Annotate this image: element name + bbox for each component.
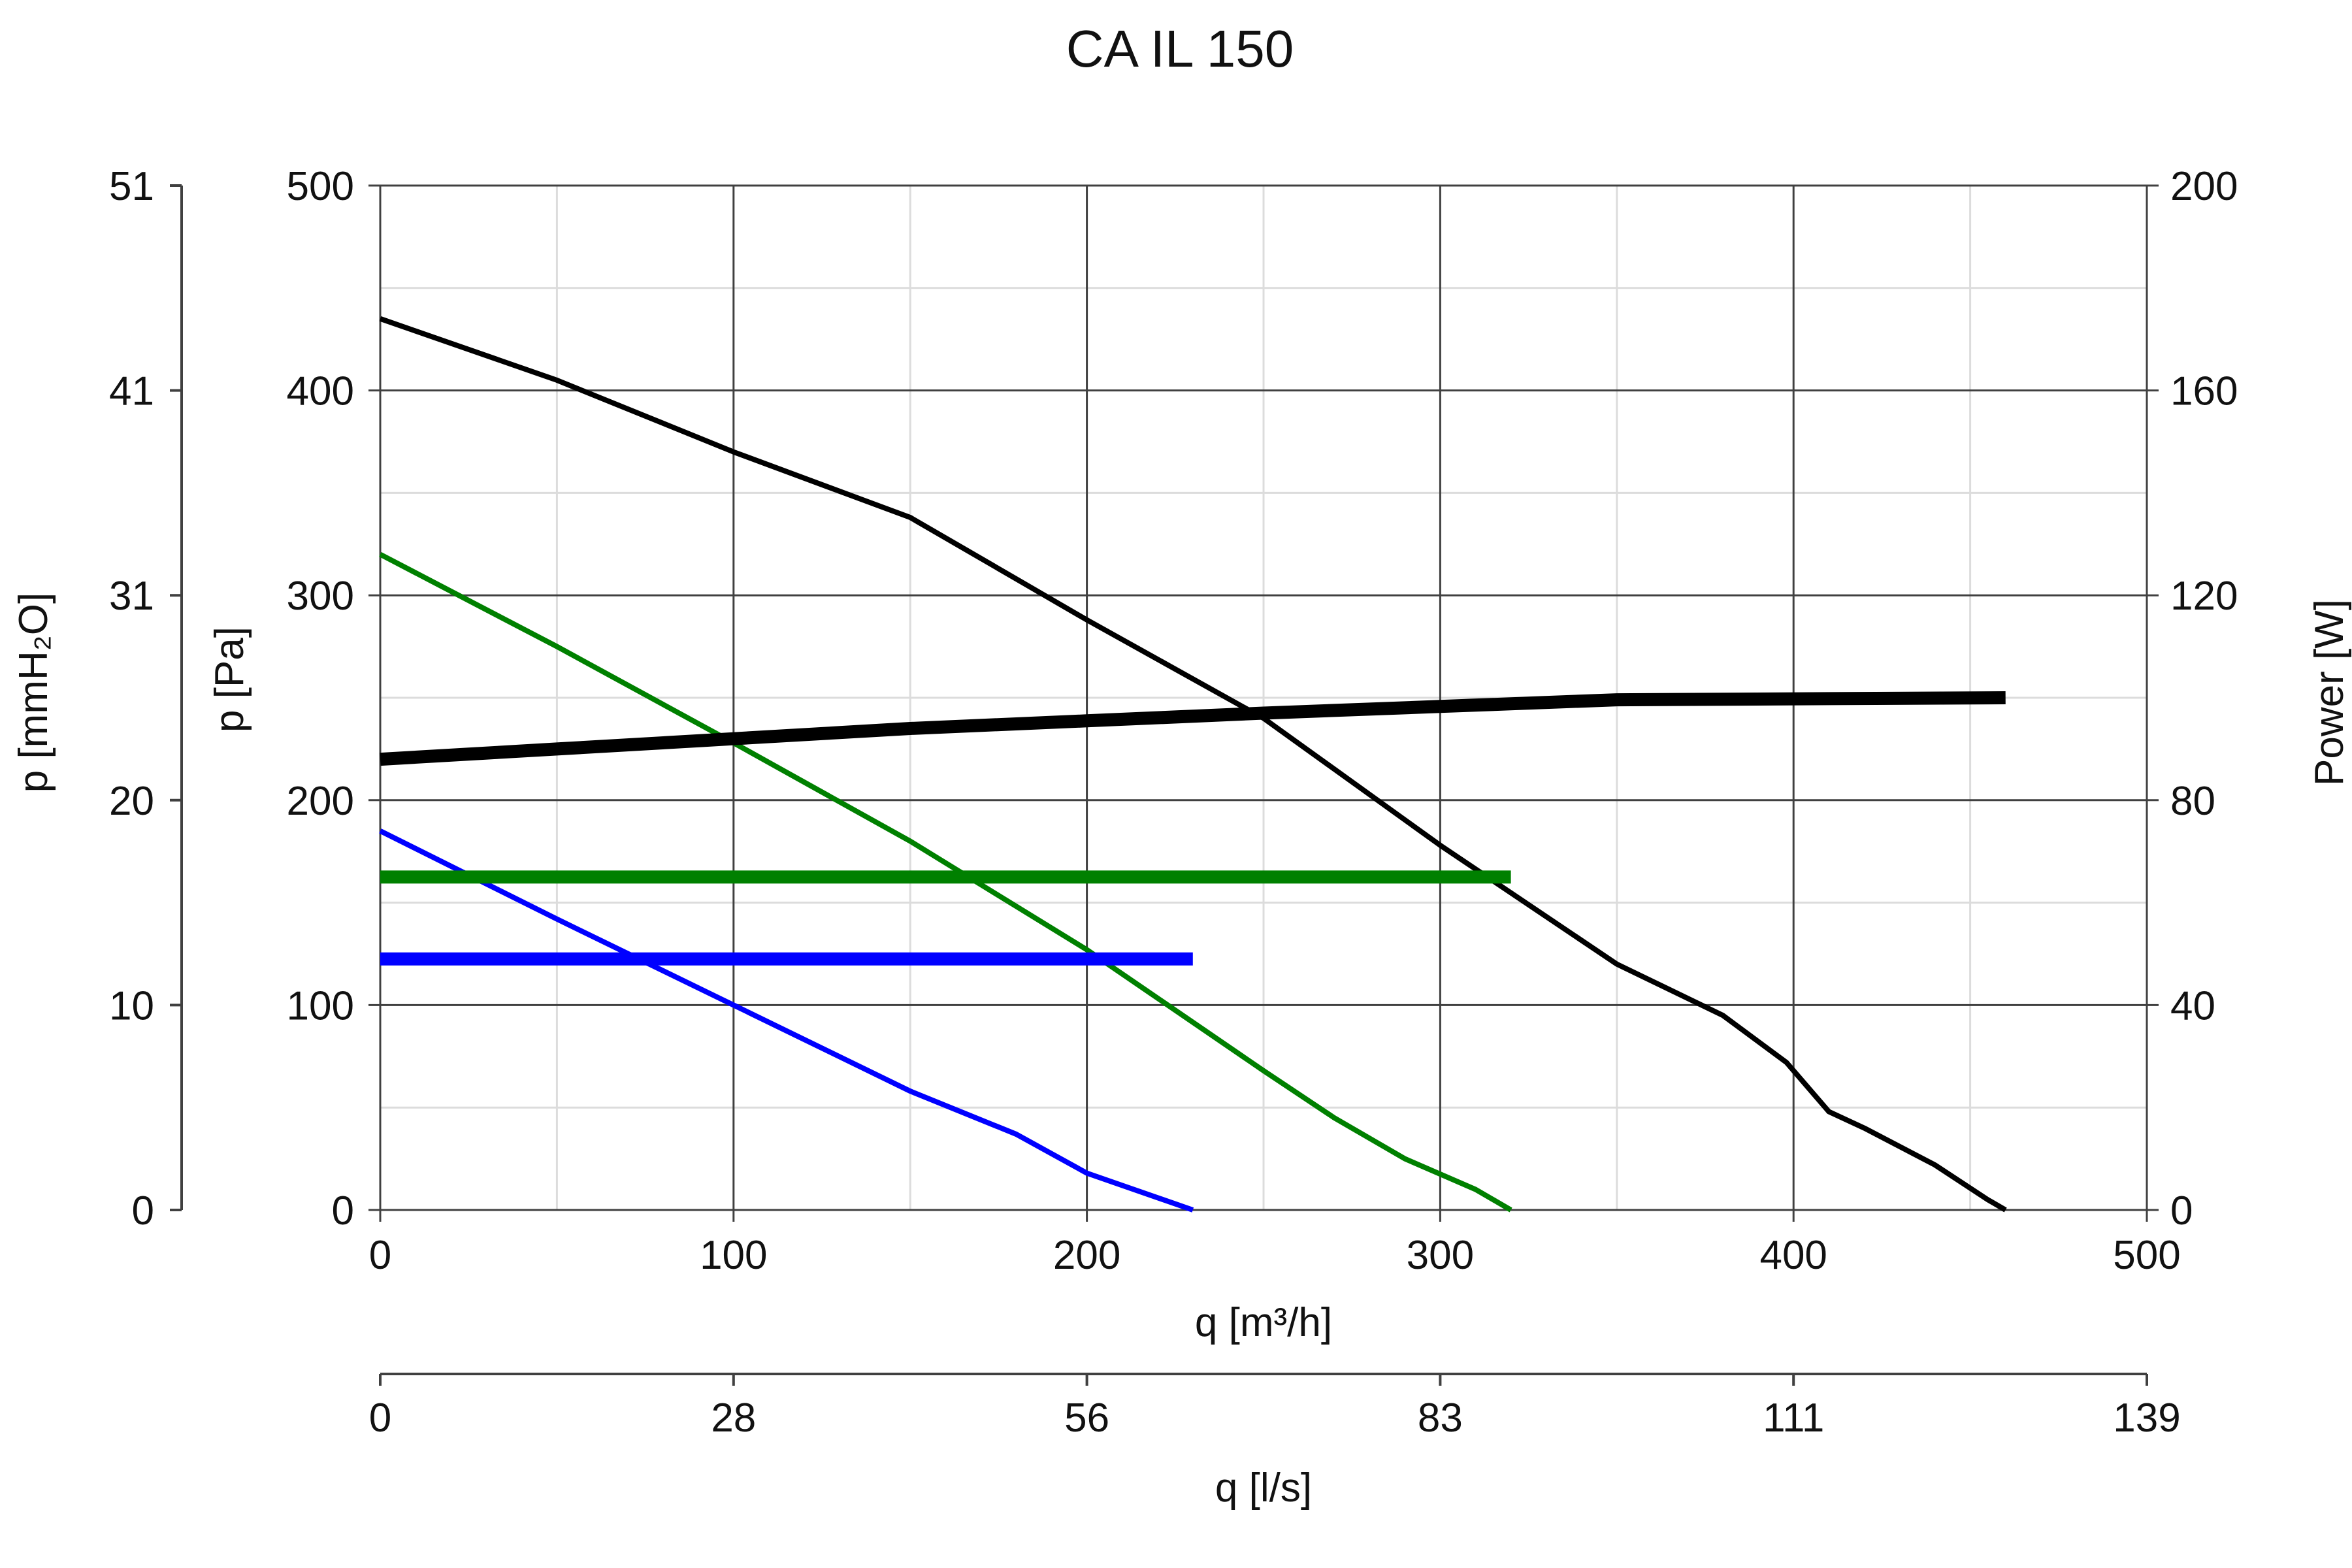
ls-tick-label: 0 [369, 1396, 391, 1441]
power-curve-3 [380, 691, 2006, 766]
data-series [379, 316, 2007, 1213]
power-tick-label: 200 [2170, 164, 2238, 209]
x-axis-title: q [m³/h] [1195, 1300, 1332, 1345]
pressure-curve-0 [379, 316, 2007, 1213]
q-m3h-tick-label: 0 [369, 1233, 391, 1278]
mmh2o-tick-label: 0 [132, 1188, 154, 1233]
power-axis-title: Power [W] [2307, 599, 2352, 786]
chart-title: CA IL 150 [1066, 20, 1294, 78]
pressure-curve-2 [379, 828, 1194, 1213]
axes [170, 184, 2159, 1386]
q-m3h-tick-label: 200 [1053, 1233, 1120, 1278]
mmh2o-tick-label: 20 [109, 779, 154, 824]
pressure-curve-1 [379, 551, 1512, 1213]
q-m3h-tick-label: 500 [2113, 1233, 2180, 1278]
mmh2o-tick-label: 10 [109, 983, 154, 1028]
y2-axis-title: p [mmH₂O] [11, 593, 56, 793]
pa-tick-label: 300 [287, 574, 354, 619]
x2-axis-title: q [l/s] [1215, 1465, 1312, 1511]
power-tick-label: 40 [2170, 983, 2215, 1028]
ls-tick-label: 28 [711, 1396, 756, 1441]
q-m3h-tick-label: 400 [1759, 1233, 1827, 1278]
ls-tick-label: 56 [1064, 1396, 1109, 1441]
pa-tick-label: 100 [287, 983, 354, 1028]
pa-tick-label: 0 [332, 1188, 354, 1233]
mmh2o-tick-label: 41 [109, 369, 154, 414]
y-axis-title: p [Pa] [207, 627, 252, 732]
mmh2o-tick-label: 31 [109, 574, 154, 619]
mmh2o-tick-label: 51 [109, 164, 154, 209]
tick-labels: 0102031415101002003004005000408012016020… [109, 164, 2238, 1441]
q-m3h-tick-label: 300 [1407, 1233, 1474, 1278]
ls-tick-label: 83 [1418, 1396, 1463, 1441]
power-tick-label: 0 [2170, 1188, 2193, 1233]
axis-titles: q [m³/h] q [l/s] p [Pa] p [mmH₂O] Power [W] [11, 593, 2352, 1511]
pa-tick-label: 200 [287, 779, 354, 824]
q-m3h-tick-label: 100 [700, 1233, 767, 1278]
power-tick-label: 80 [2170, 779, 2215, 824]
power-tick-label: 120 [2170, 574, 2238, 619]
ls-tick-label: 139 [2113, 1396, 2180, 1441]
major-grid [379, 184, 2148, 1211]
pa-tick-label: 400 [287, 369, 354, 414]
ls-tick-label: 111 [1763, 1396, 1824, 1441]
pa-tick-label: 500 [287, 164, 354, 209]
power-tick-label: 160 [2170, 369, 2238, 414]
